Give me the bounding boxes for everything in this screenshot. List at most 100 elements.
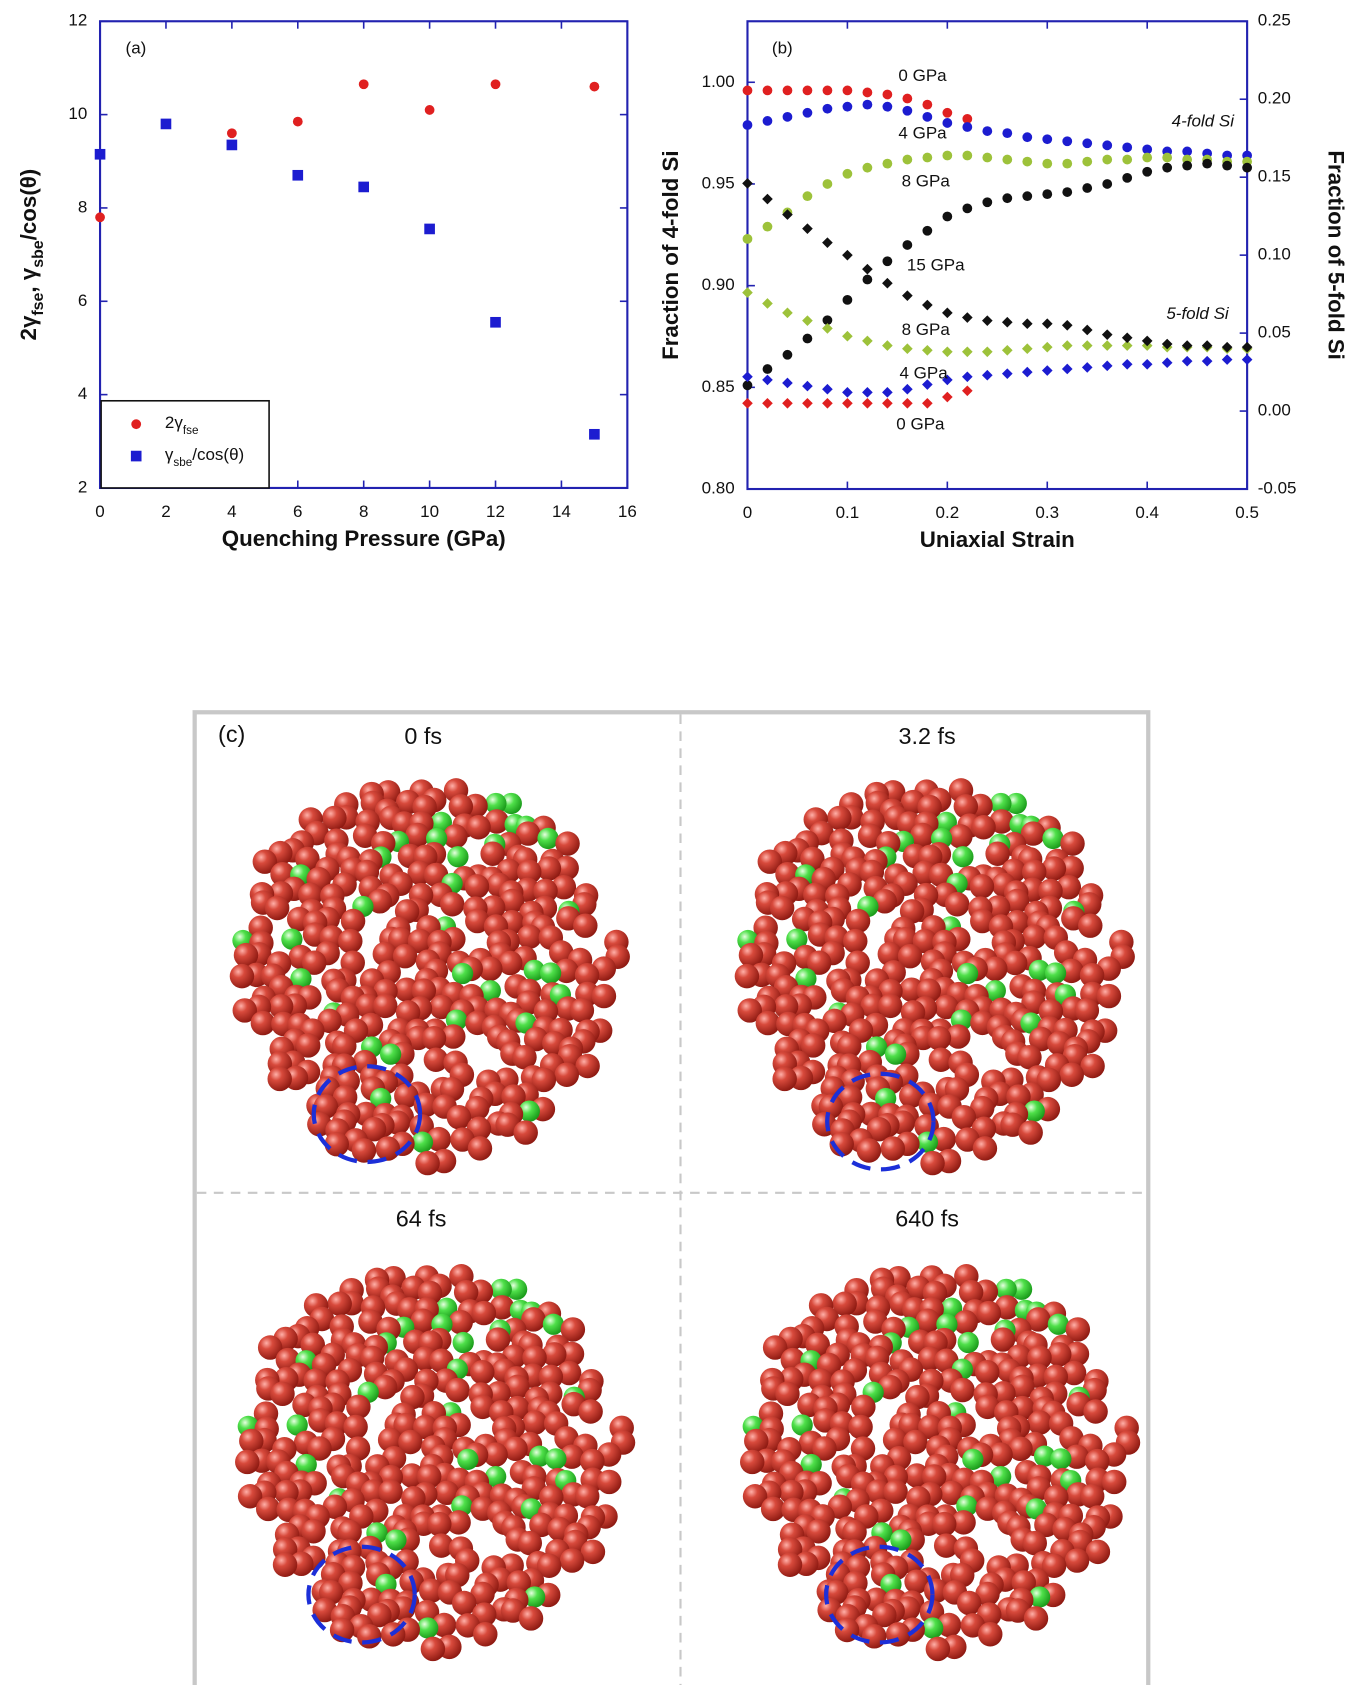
point [842,397,853,409]
atom [1034,1512,1059,1538]
point [962,150,973,161]
point [942,107,953,118]
atom [398,1429,423,1455]
point [1102,179,1113,189]
point [942,118,953,128]
point [822,237,833,248]
point [782,111,793,122]
atom [1023,1100,1045,1122]
point [822,179,833,189]
atom [512,1045,537,1070]
atom [845,908,871,934]
atom [972,1136,998,1161]
point [922,152,933,163]
point [842,294,853,305]
atom [970,908,995,934]
atom [872,889,897,914]
frame-title: 64 fs [396,1206,447,1232]
atom [428,1533,454,1558]
series-label: 4 GPa [899,364,948,383]
point [1042,134,1053,145]
atom [827,805,852,831]
point [1021,366,1033,378]
point [1182,146,1193,157]
atom [935,811,957,834]
atom [872,1602,897,1628]
atom [775,1381,800,1407]
point [762,298,773,309]
subscript: sbe [30,240,47,268]
atom [762,1335,788,1360]
atom [419,1578,444,1603]
atom [1080,1053,1105,1079]
point [226,128,237,139]
atom [740,1449,765,1475]
atom [372,1374,398,1400]
atom [343,1414,368,1440]
atom [742,1484,768,1509]
y2-tick-label: 0.20 [1258,89,1291,108]
atom [772,1066,797,1092]
atom [1041,856,1067,881]
point [942,346,953,358]
point [942,391,953,403]
atom [934,994,959,1020]
atom [877,1374,903,1400]
point [962,371,973,383]
atom [1021,859,1047,885]
atom [559,1548,585,1573]
atom [865,1479,891,1504]
point [1162,162,1173,173]
point [1002,128,1013,139]
atom [1059,855,1084,881]
point [862,99,873,110]
atom [324,1131,349,1157]
atom [969,1095,995,1121]
atom [559,1341,585,1367]
y-tick-label: 0.85 [702,377,735,396]
point [942,307,953,319]
atom [232,998,257,1023]
point [882,277,893,289]
y2-tick-label: 0.05 [1258,323,1291,342]
atom [443,824,468,849]
atom [795,968,817,990]
atom [423,1047,449,1072]
annotation: 5-fold Si [1166,304,1230,323]
point [1142,166,1153,177]
atom [958,1279,984,1305]
point [1062,187,1073,197]
atom [429,994,454,1020]
y-axis-title: Fraction of 4-fold Si [658,150,683,360]
point [882,340,893,351]
atom [523,959,545,981]
point [902,383,913,395]
atom [560,1317,586,1342]
point [782,397,793,409]
point [981,346,993,358]
atom [542,1313,565,1335]
atom [1079,1483,1105,1509]
atom [843,928,868,954]
atom [1033,1445,1056,1467]
atom [932,1511,957,1537]
point [1081,340,1093,351]
atom [760,1496,786,1522]
atom [904,1463,930,1488]
atom [464,874,490,899]
point [1042,189,1053,200]
annotation: 4-fold Si [1172,112,1236,131]
atom [956,1590,982,1616]
atom [235,1449,260,1475]
legend-label: γsbe/cos(θ) [165,446,244,469]
x-tick-label: 10 [420,502,439,521]
point [130,450,142,462]
point [822,85,833,96]
atom [578,1399,603,1424]
atom [777,1552,803,1577]
atom [1059,1426,1084,1451]
atom [1085,1539,1111,1565]
atom [427,1511,452,1537]
atom [467,1136,493,1161]
atom [440,892,465,917]
